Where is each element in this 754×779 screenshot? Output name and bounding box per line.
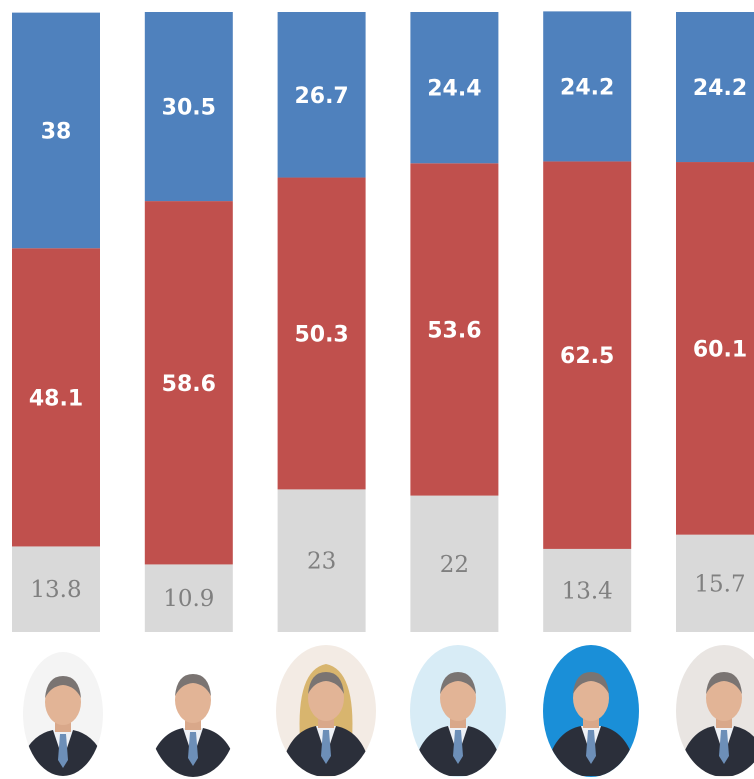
value-label: 24.4 xyxy=(427,77,481,102)
value-label: 62.5 xyxy=(560,344,614,369)
value-label: 13.8 xyxy=(30,577,81,603)
portrait xyxy=(274,643,378,779)
value-label: 60.1 xyxy=(693,337,747,362)
value-label: 53.6 xyxy=(427,318,481,343)
value-label: 50.3 xyxy=(294,322,348,347)
value-label: 15.7 xyxy=(694,571,745,597)
value-label: 22 xyxy=(440,552,469,578)
portraits xyxy=(17,643,754,779)
page-body: {"chart_data": {"type": "stacked-bar", "… xyxy=(0,0,754,779)
portrait xyxy=(408,643,508,779)
value-label: 24.2 xyxy=(693,76,747,101)
value-label: 23 xyxy=(307,549,336,575)
value-label: 13.4 xyxy=(562,578,613,604)
chart: 13.8 48.1 38 10.9 58.6 30.5 23 50.3 26.7 22 53.6 24… xyxy=(0,0,754,779)
value-label: 26.7 xyxy=(294,84,348,109)
value-label: 24.2 xyxy=(560,75,614,100)
portrait xyxy=(674,643,754,779)
value-label: 38 xyxy=(41,119,72,144)
portrait xyxy=(145,645,241,779)
value-label: 58.6 xyxy=(162,372,216,397)
portrait xyxy=(541,643,641,779)
value-label: 48.1 xyxy=(29,386,83,411)
bars: 13.8 48.1 38 10.9 58.6 30.5 23 50.3 26.7 22 53.6 24… xyxy=(12,11,754,632)
value-label: 30.5 xyxy=(162,96,216,121)
page: Stacked bars html, body { margin: 0; pad… xyxy=(0,0,754,779)
portrait xyxy=(17,648,110,779)
value-label: 10.9 xyxy=(163,586,214,612)
